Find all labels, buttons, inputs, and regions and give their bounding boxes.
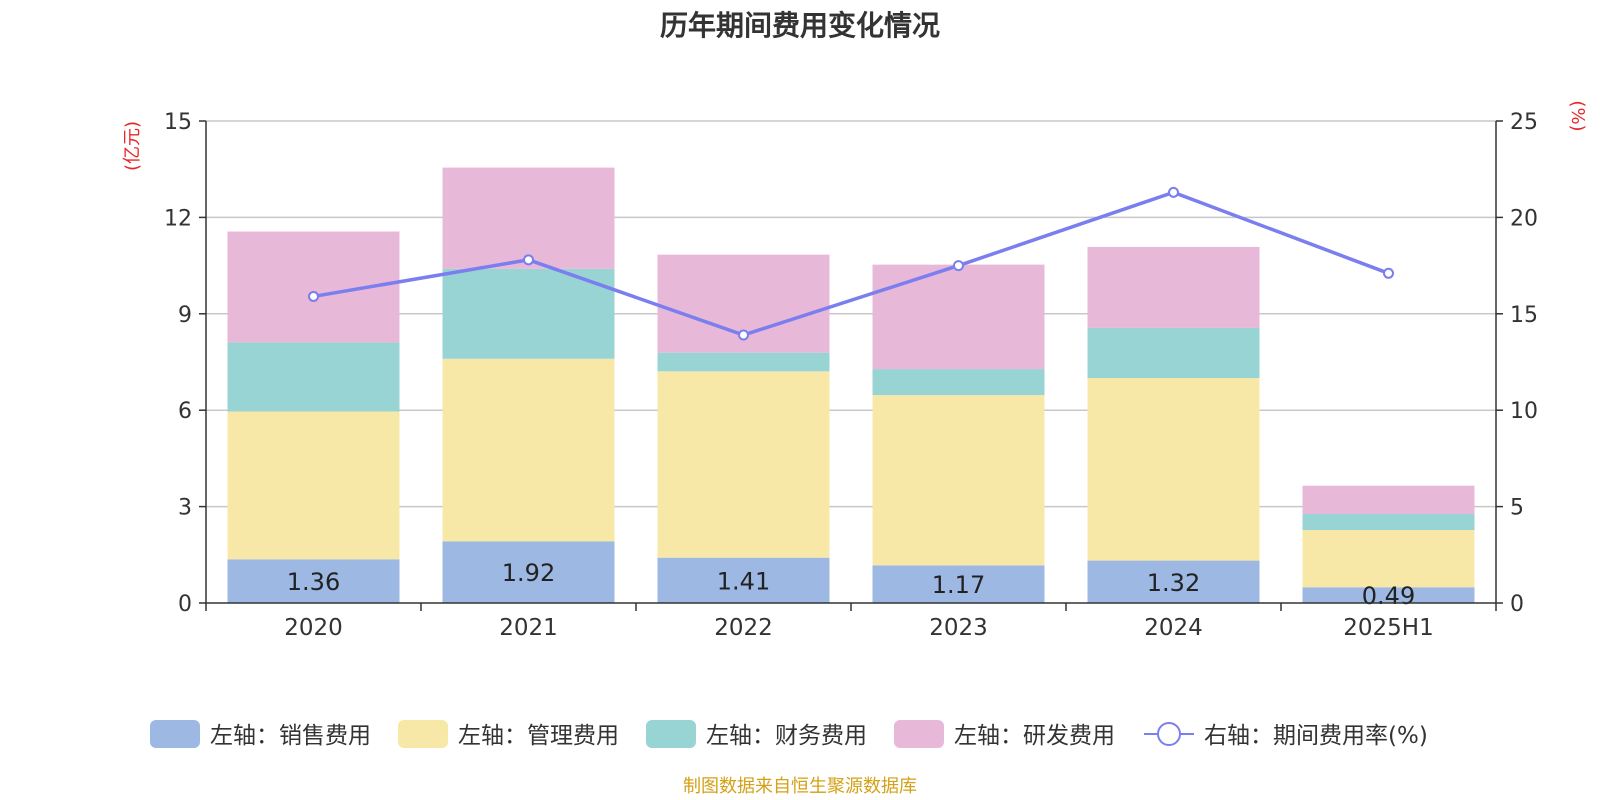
legend-swatch [646, 720, 696, 748]
left-axis-tick-label: 9 [178, 303, 192, 328]
bar-segment [227, 559, 400, 603]
left-axis-tick-label: 15 [164, 110, 192, 135]
data-label: 1.92 [502, 559, 555, 587]
x-axis-tick-label: 2024 [1144, 615, 1203, 641]
left-axis-tick-label: 6 [178, 399, 192, 424]
right-axis-tick-label: 5 [1510, 496, 1524, 521]
x-axis-tick-label: 2025H1 [1343, 615, 1433, 641]
left-axis-tick-label: 12 [164, 206, 192, 231]
x-axis-tick-label: 2022 [714, 615, 773, 641]
bar-segment [1302, 587, 1475, 603]
legend-label: 左轴：销售费用 [210, 723, 371, 749]
rate-line-point [738, 329, 749, 341]
rate-line-point [1383, 267, 1394, 279]
rate-line-point [953, 260, 964, 272]
bar-segment [442, 268, 615, 359]
right-axis-tick-label: 0 [1510, 592, 1524, 617]
x-axis-tick-label: 2023 [929, 615, 988, 641]
bar-segment [442, 358, 615, 542]
bar-segment [1302, 513, 1475, 531]
x-axis-tick-label: 2020 [284, 615, 343, 641]
bar-segment [1087, 560, 1260, 603]
rate-line-point [523, 254, 534, 266]
bar-segment [442, 167, 615, 269]
bar-segment [1302, 530, 1475, 588]
source-note: 制图数据来自恒生聚源数据库 [683, 776, 917, 797]
right-axis-tick-label: 20 [1510, 206, 1538, 231]
data-label: 0.49 [1362, 582, 1415, 610]
data-labels: 1.36 1.92 1.41 1.17 1.32 0.49 [287, 559, 1415, 610]
data-label: 1.17 [932, 571, 985, 599]
right-axis-tick-label: 15 [1510, 303, 1538, 328]
legend: 左轴：销售费用 左轴：管理费用 左轴：财务费用 左轴：研发费用 右轴：期间费用率(%) [150, 720, 1428, 749]
left-axis-tick-label: 0 [178, 592, 192, 617]
right-axis-tick-label: 25 [1510, 110, 1538, 135]
legend-label: 右轴：期间费用率(%) [1204, 723, 1428, 749]
rate-line-point [1168, 186, 1179, 198]
bar-segment [1302, 485, 1475, 514]
left-axis-tick-label: 3 [178, 496, 192, 521]
bar-segment [227, 411, 400, 560]
data-label: 1.41 [717, 567, 770, 595]
legend-swatch [894, 720, 944, 748]
legend-marker [1157, 722, 1181, 746]
bar-segment [657, 352, 830, 372]
bar-segment [657, 371, 830, 558]
bar-segment [872, 395, 1045, 566]
x-axis-tick-label: 2021 [499, 615, 558, 641]
rate-line [308, 186, 1394, 341]
bar-segment [1087, 327, 1260, 379]
bar-segment [442, 541, 615, 603]
bar-segment [1087, 378, 1260, 561]
rate-line-path [313, 190, 1390, 337]
bar-segment [657, 557, 830, 603]
legend-swatch [150, 720, 200, 748]
bar-segment [227, 342, 400, 412]
bar-segment [872, 369, 1045, 396]
left-axis-unit-label: (亿元) [122, 121, 143, 171]
bar-segment [872, 264, 1045, 370]
axes: 0 3 6 9 12 15 0 5 10 15 20 25 (亿元) (%) 2020 2021 2022 202… [122, 100, 1588, 641]
right-axis-tick-label: 10 [1510, 399, 1538, 424]
grid-lines [206, 120, 1496, 508]
bar-segment [872, 565, 1045, 603]
legend-label: 左轴：管理费用 [458, 723, 619, 749]
legend-swatch [398, 720, 448, 748]
legend-label: 左轴：研发费用 [954, 723, 1115, 749]
right-axis-unit-label: (%) [1567, 100, 1588, 131]
data-label: 1.32 [1147, 569, 1200, 597]
chart-title: 历年期间费用变化情况 [659, 9, 940, 42]
bar-segment [1087, 246, 1260, 328]
bars [227, 167, 1475, 603]
data-label: 1.36 [287, 568, 340, 596]
rate-line-point [308, 290, 319, 302]
legend-label: 左轴：财务费用 [706, 723, 867, 749]
